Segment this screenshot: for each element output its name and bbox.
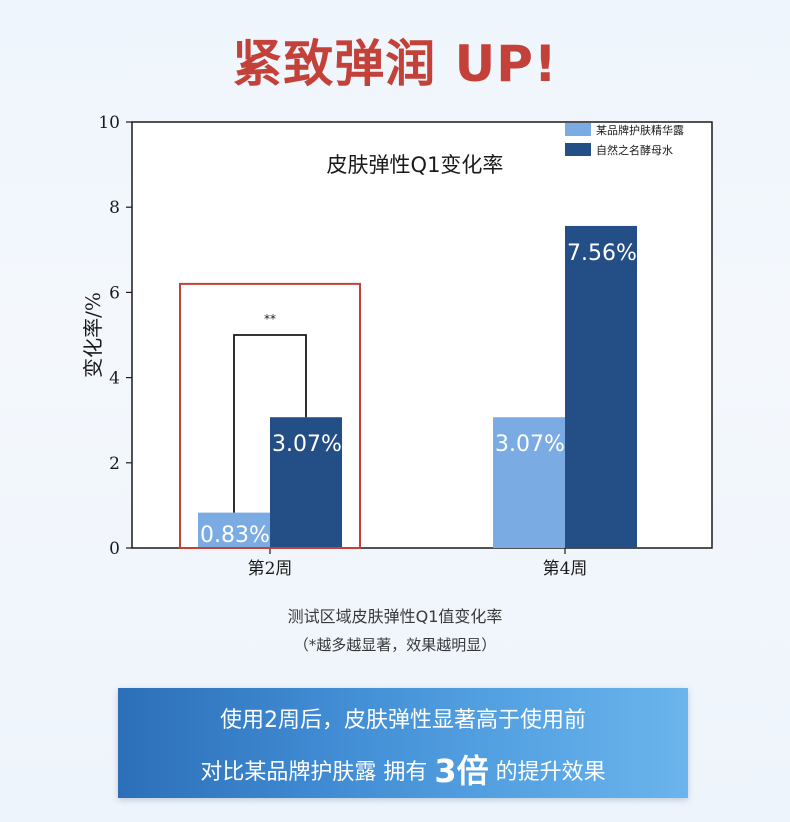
bar-value-label: 0.83% [200,523,270,548]
banner-line-2: 对比某品牌护肤露 拥有 3倍 的提升效果 [118,746,688,792]
bar [270,417,342,548]
legend-label: 某品牌护肤精华露 [596,123,684,137]
banner-multiplier: 3倍 [434,752,489,790]
y-tick-label: 4 [109,369,120,389]
x-tick-label: 第4周 [543,559,588,578]
significance-bracket [233,334,307,513]
y-tick-label: 6 [109,283,120,303]
chart-note: （*越多越显著，效果越明显） [293,636,497,654]
bar-value-label: 3.07% [495,432,565,457]
banner-prefix: 对比某品牌护肤露 拥有 [200,760,435,785]
y-tick-label: 0 [109,539,120,559]
legend-swatch [565,143,591,156]
y-tick-label: 8 [109,198,120,218]
bar-value-label: 3.07% [272,432,342,457]
significance-marker: ** [264,312,276,326]
bar [198,512,270,548]
y-axis-label: 变化率/% [81,292,105,378]
conclusion-banner: 使用2周后，皮肤弹性显著高于使用前 对比某品牌护肤露 拥有 3倍 的提升效果 [118,688,688,798]
bar [565,225,637,548]
y-tick-label: 10 [98,113,120,133]
banner-line-1: 使用2周后，皮肤弹性显著高于使用前 [220,708,586,733]
legend-label: 自然之名酵母水 [596,143,673,157]
y-tick-label: 2 [109,454,120,474]
bar [493,417,565,548]
banner-suffix: 的提升效果 [488,760,606,785]
x-tick-label: 第2周 [248,559,293,578]
highlight-box [179,282,361,549]
chart-title: 皮肤弹性Q1变化率 [327,153,504,177]
bar-value-label: 7.56% [567,241,637,266]
legend-swatch [565,123,591,136]
chart-caption: 测试区域皮肤弹性Q1值变化率 [287,607,503,626]
headline: 紧致弹润 UP! [232,35,558,93]
